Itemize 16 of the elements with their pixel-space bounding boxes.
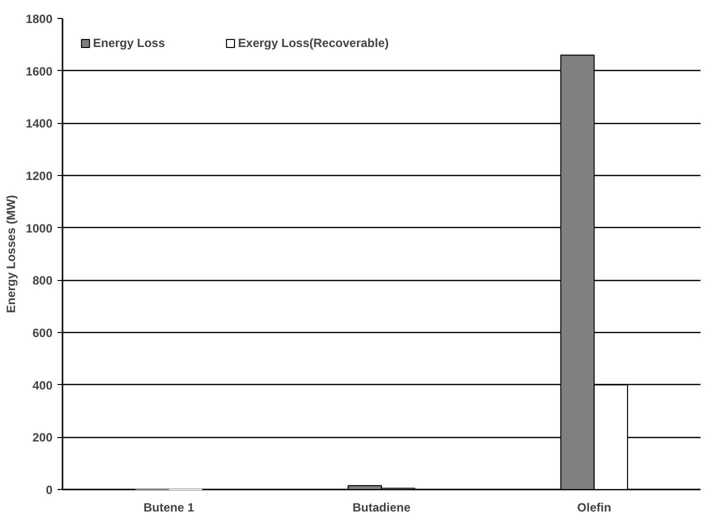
y-tick-label: 200 xyxy=(32,430,53,445)
y-tick-label: 1200 xyxy=(26,169,53,183)
y-tick-label: 1600 xyxy=(26,64,53,78)
y-tick-label: 800 xyxy=(32,274,53,288)
y-tick-label: 600 xyxy=(32,326,53,340)
x-tick-label: Butadiene xyxy=(352,500,411,514)
y-tick-label: 1800 xyxy=(26,12,53,26)
legend-label: Exergy Loss(Recoverable) xyxy=(238,36,389,50)
y-tick-label: 0 xyxy=(46,483,53,497)
y-tick-label: 400 xyxy=(32,378,53,392)
y-tick-label: 1000 xyxy=(26,221,53,236)
y-axis-title: Energy Losses (MW) xyxy=(4,194,18,314)
x-tick-label: Butene 1 xyxy=(143,500,194,514)
legend-label: Energy Loss xyxy=(93,36,166,50)
y-tick-label: 1400 xyxy=(26,116,53,131)
x-tick-label: Olefin xyxy=(577,500,612,514)
